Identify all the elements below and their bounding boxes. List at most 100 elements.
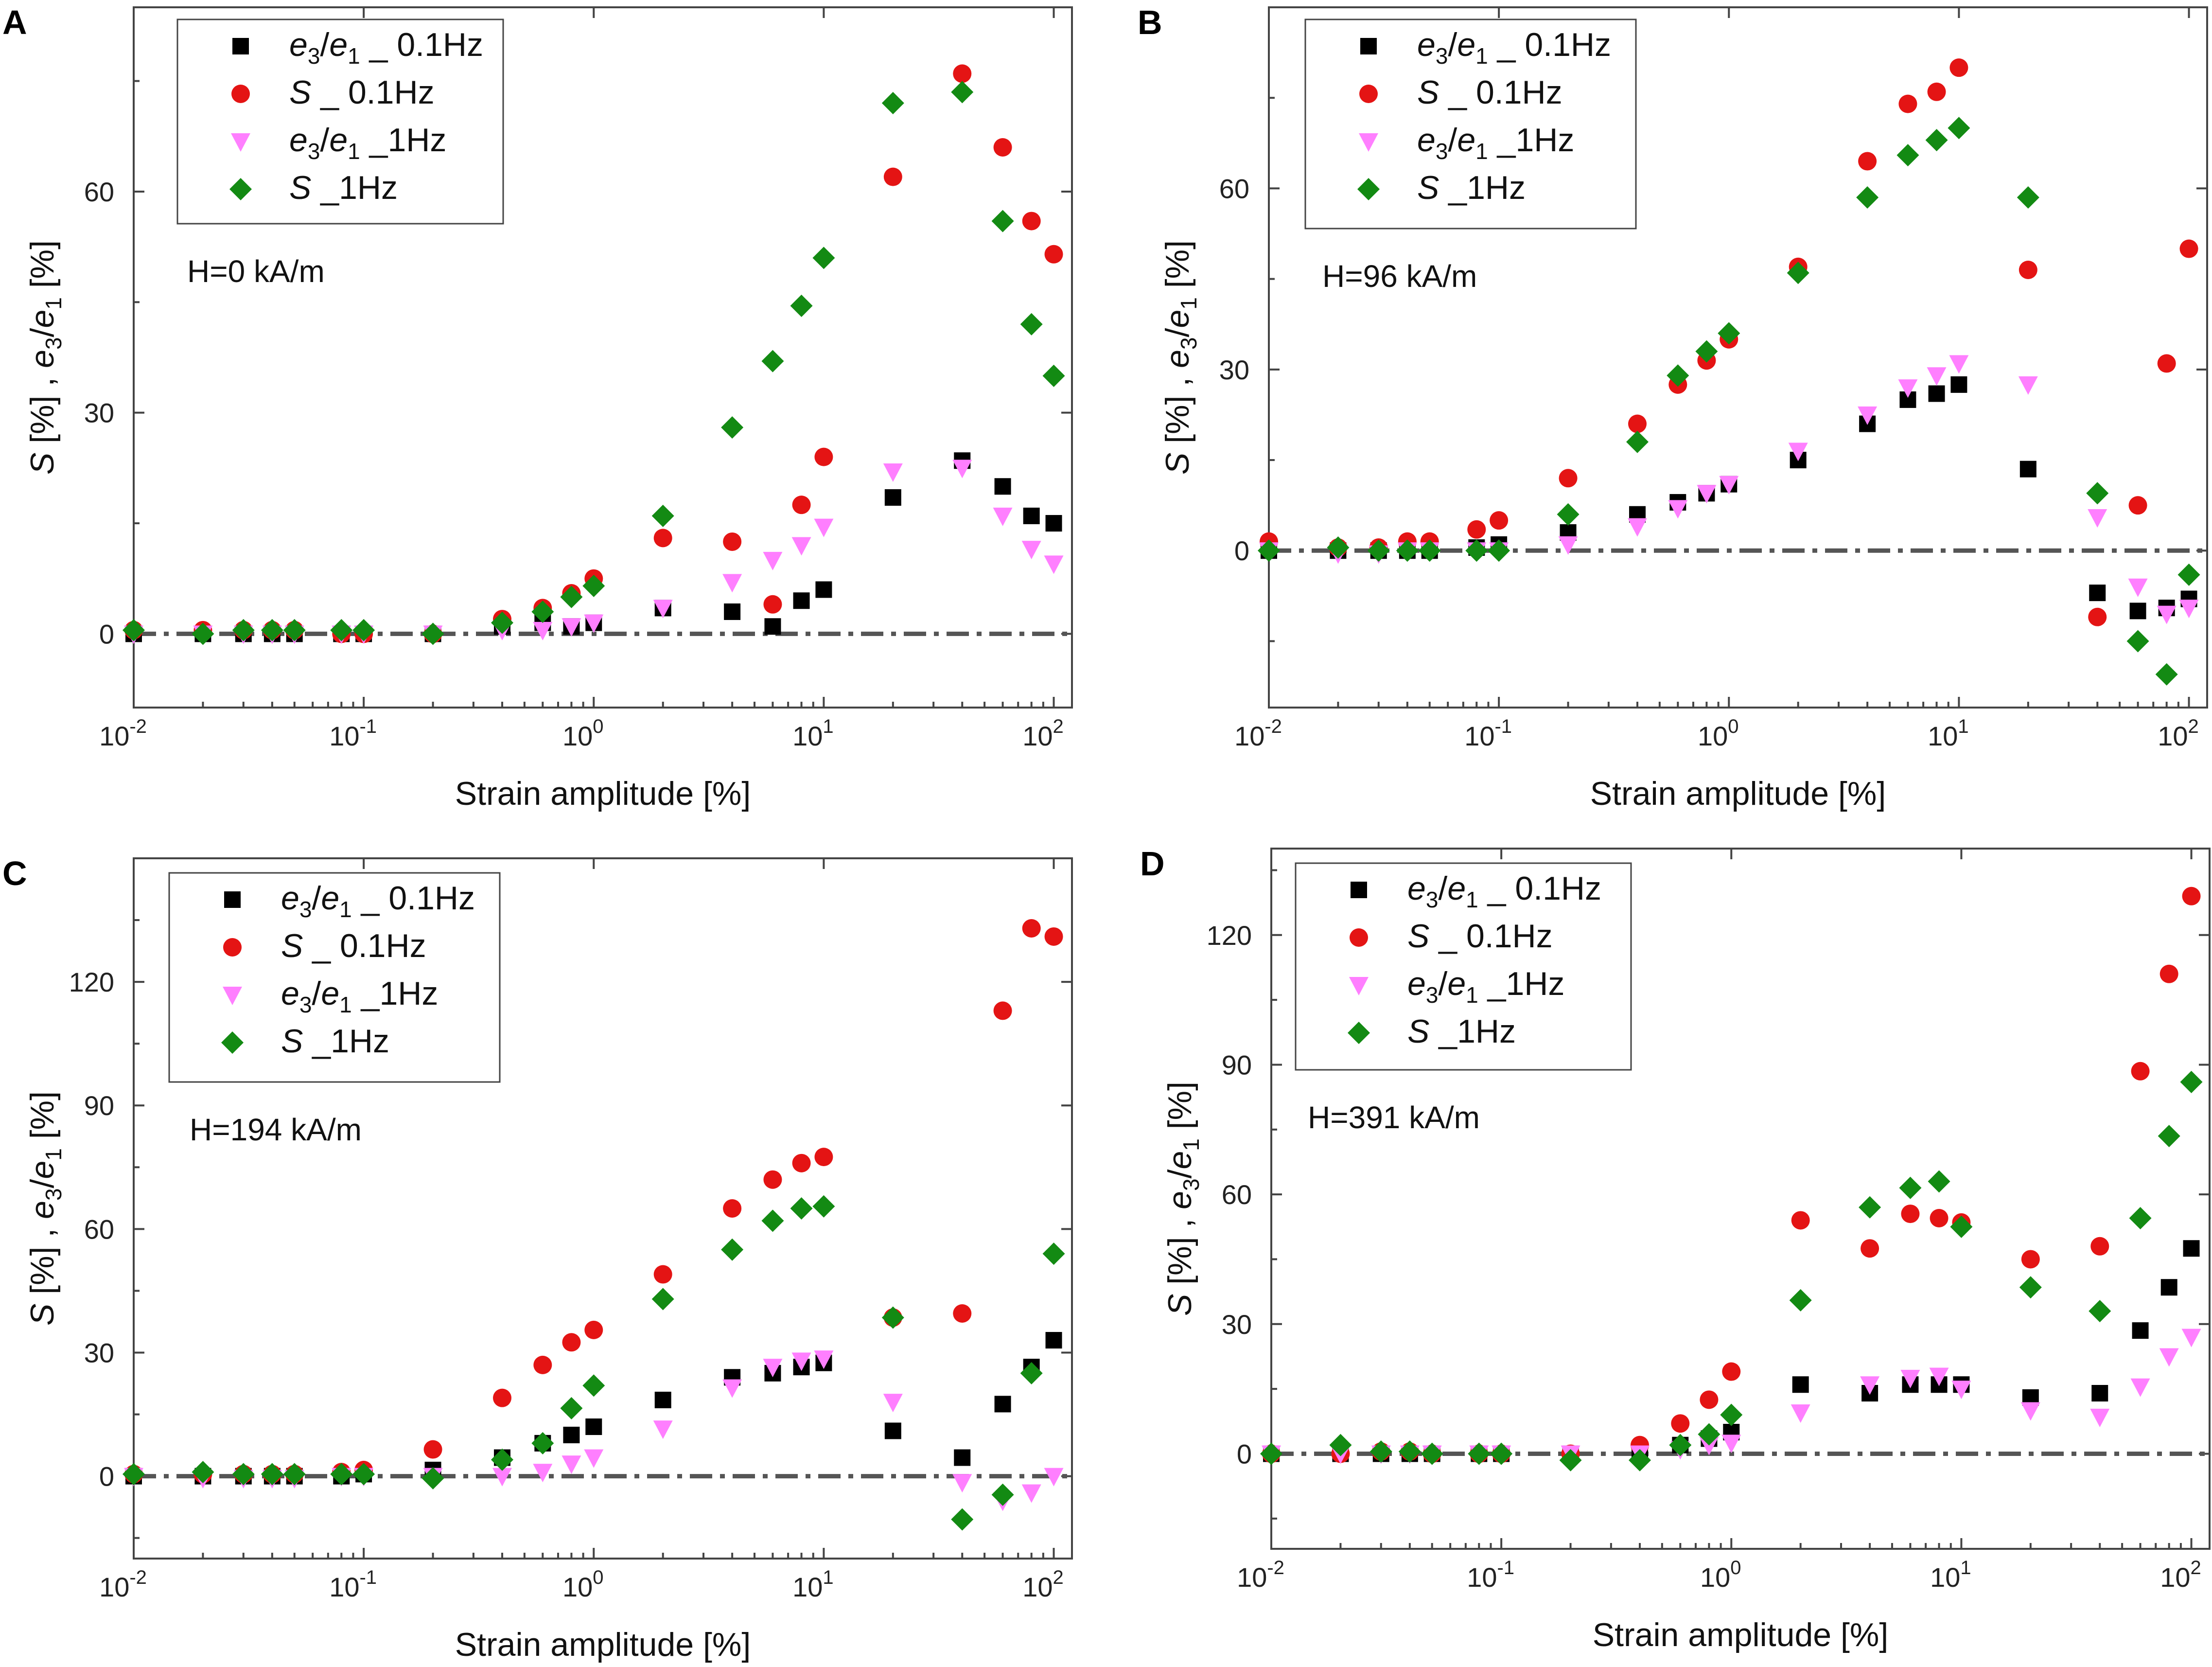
data-point — [883, 463, 903, 482]
data-point — [1721, 1435, 1741, 1454]
y-tick-label: 60 — [84, 177, 114, 207]
data-point — [1951, 1381, 1971, 1400]
data-point — [192, 1461, 214, 1484]
data-point — [884, 489, 901, 506]
data-point — [2130, 1378, 2150, 1397]
data-point — [1044, 245, 1063, 264]
data-point — [1789, 1289, 1812, 1312]
data-point — [883, 167, 902, 186]
legend-label: e3/e1 _ 0.1Hz — [289, 26, 483, 69]
data-point — [651, 504, 674, 527]
data-point — [883, 1394, 903, 1413]
x-axis-label: Strain amplitude [%] — [455, 775, 751, 812]
data-point — [1020, 1362, 1043, 1384]
data-point — [1930, 1209, 1949, 1227]
legend-marker — [229, 178, 252, 200]
data-point — [585, 1418, 602, 1435]
field-annotation: H=96 kA/m — [1322, 259, 1477, 294]
data-point — [651, 1288, 674, 1311]
plot-frame — [1270, 848, 2211, 1550]
data-point — [2090, 1408, 2110, 1427]
panel-C: C 10-2 10-1 100 101 102 0 30 60 90 120 e3/e1 _ 0.1H… — [2, 854, 1073, 1663]
legend-marker — [1350, 928, 1368, 947]
data-point — [723, 1199, 742, 1218]
data-point — [421, 622, 444, 645]
panel-letter: C — [2, 854, 27, 892]
data-point — [1398, 1440, 1421, 1463]
legend-label: S _1Hz — [1407, 1013, 1516, 1050]
data-point — [1628, 1449, 1651, 1472]
legend-label: S _1Hz — [289, 169, 398, 206]
data-point — [232, 1463, 255, 1486]
legend-marker — [231, 133, 250, 152]
x-tick-label: 100 — [1698, 716, 1739, 751]
data-point — [953, 1304, 972, 1323]
data-point — [1421, 1442, 1443, 1465]
data-point — [2019, 261, 2037, 279]
legend-label: e3/e1 _1Hz — [1407, 965, 1564, 1008]
x-tick-label: 100 — [1700, 1557, 1741, 1593]
series-e3e1_0.1Hz — [125, 452, 1062, 642]
data-point — [951, 1508, 974, 1531]
legend-label: e3/e1 _ 0.1Hz — [1407, 870, 1601, 912]
data-point — [954, 1449, 971, 1466]
x-tick-label: 10-1 — [329, 1567, 377, 1602]
y-tick-label: 60 — [84, 1214, 114, 1244]
data-point — [2181, 1329, 2201, 1348]
data-point — [2088, 509, 2107, 528]
y-tick-label: 60 — [1219, 173, 1249, 204]
legend-label: S _ 0.1Hz — [1417, 74, 1562, 111]
legend-label: e3/e1 _1Hz — [289, 122, 446, 164]
data-point — [793, 592, 810, 609]
data-point — [492, 1468, 512, 1487]
data-point — [1020, 313, 1043, 336]
y-tick-label: 0 — [1234, 535, 1249, 566]
legend-label: S _ 0.1Hz — [281, 927, 426, 964]
data-point — [492, 1388, 511, 1407]
data-point — [1044, 927, 1063, 946]
data-point — [1928, 1170, 1950, 1193]
data-point — [812, 247, 835, 269]
y-axis-label: S [%] , e3/e1 [%] — [1159, 240, 1201, 475]
legend-label: S _ 0.1Hz — [1407, 918, 1553, 955]
data-point — [533, 621, 553, 640]
y-tick-label: 90 — [84, 1090, 114, 1121]
data-point — [814, 1350, 834, 1369]
data-point — [1260, 1442, 1282, 1465]
data-point — [761, 1209, 784, 1232]
data-point — [1787, 262, 1809, 284]
data-point — [993, 1001, 1012, 1020]
data-point — [2159, 964, 2178, 983]
data-point — [1900, 1369, 1920, 1388]
data-point — [1927, 82, 1946, 101]
legend-marker — [1351, 882, 1367, 898]
x-tick-label: 10-1 — [1467, 1557, 1514, 1593]
data-point — [1719, 476, 1739, 495]
data-point — [790, 1197, 813, 1220]
data-point — [1927, 367, 1947, 386]
data-point — [1791, 1404, 1810, 1423]
x-tick-label: 10-1 — [329, 716, 377, 751]
data-point — [1722, 1362, 1741, 1381]
data-point — [991, 1483, 1014, 1506]
data-point — [2183, 1240, 2200, 1257]
data-point — [722, 574, 742, 593]
data-point — [1418, 539, 1441, 562]
panel-A: A 10-2 10-1 100 101 102 0 30 60 e3/e1 _ 0.1Hz S _ … — [2, 3, 1073, 812]
x-tick-label: 101 — [1930, 1557, 1971, 1593]
data-point — [1558, 536, 1578, 555]
data-point — [562, 1455, 581, 1474]
y-tick-label: 60 — [1222, 1179, 1252, 1210]
data-point — [2179, 600, 2199, 619]
data-point — [584, 614, 604, 633]
data-point — [1898, 379, 1918, 398]
data-point — [1791, 1211, 1810, 1230]
data-point — [1858, 152, 1877, 171]
field-annotation: H=194 kA/m — [190, 1112, 362, 1147]
data-point — [423, 1440, 442, 1459]
series-S_1Hz — [123, 81, 1065, 645]
data-point — [1327, 536, 1350, 559]
panel-letter: B — [1138, 3, 1162, 41]
data-point — [1899, 1176, 1922, 1199]
data-point — [1668, 500, 1688, 519]
